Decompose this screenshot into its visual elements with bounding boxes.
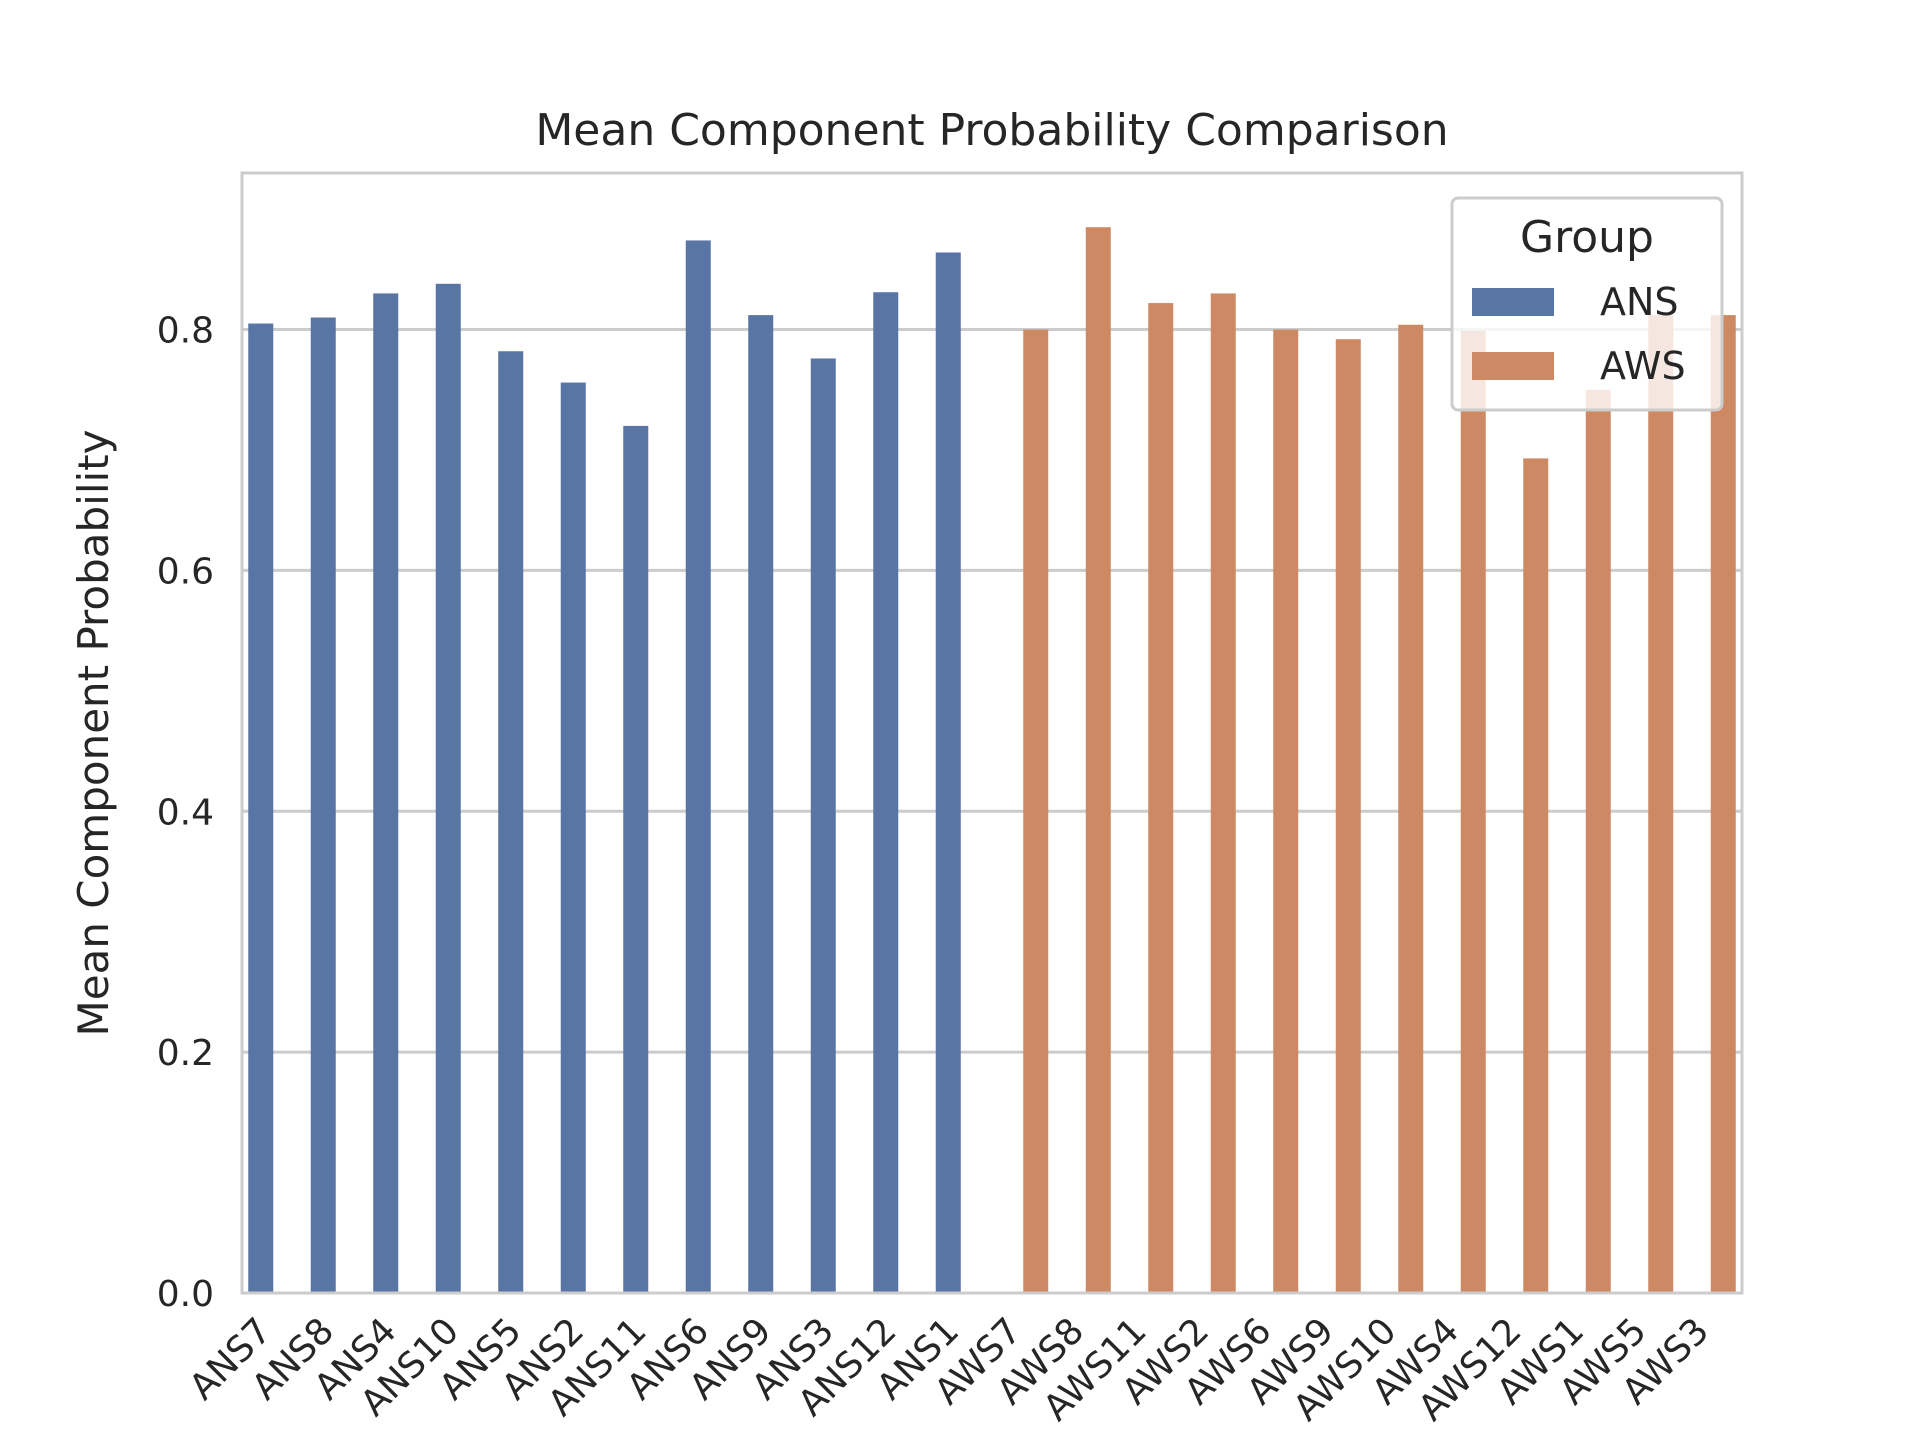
bar-ans10 bbox=[435, 283, 461, 1294]
y-tick-label: 0.0 bbox=[157, 1274, 214, 1315]
y-tick-label: 0.2 bbox=[157, 1033, 214, 1074]
chart-title: Mean Component Probability Comparison bbox=[535, 105, 1448, 156]
bar-aws1 bbox=[1585, 389, 1611, 1294]
gridlines bbox=[242, 328, 1742, 1054]
bar-ans1 bbox=[935, 252, 961, 1293]
legend-swatch-ans bbox=[1472, 288, 1554, 316]
bar-aws2 bbox=[1210, 293, 1236, 1293]
y-tick-label: 0.8 bbox=[157, 311, 214, 352]
bar-ans5 bbox=[498, 351, 524, 1293]
bar-ans7 bbox=[248, 323, 274, 1294]
legend-title: Group bbox=[1520, 212, 1654, 263]
bar-ans2 bbox=[560, 382, 586, 1293]
legend-swatch-aws bbox=[1472, 352, 1554, 380]
y-tick-label: 0.4 bbox=[157, 792, 214, 833]
bar-ans9 bbox=[748, 315, 774, 1293]
bar-ans6 bbox=[685, 240, 711, 1293]
bar-aws5 bbox=[1648, 315, 1674, 1293]
bar-aws10 bbox=[1398, 324, 1424, 1293]
legend: Group ANS AWS bbox=[1450, 196, 1724, 412]
bar-aws9 bbox=[1335, 339, 1361, 1293]
bar-ans8 bbox=[310, 317, 336, 1294]
bar-aws12 bbox=[1523, 458, 1549, 1294]
plot-frame bbox=[240, 171, 1744, 1295]
bar-aws8 bbox=[1085, 227, 1111, 1293]
legend-label-ans: ANS bbox=[1600, 280, 1679, 324]
y-axis-label: Mean Component Probability bbox=[69, 430, 118, 1037]
y-ticks: 0.0 0.2 0.4 0.6 0.8 bbox=[157, 311, 214, 1315]
bar-aws6 bbox=[1273, 329, 1299, 1293]
bar-aws3 bbox=[1710, 315, 1736, 1293]
bar-ans4 bbox=[373, 293, 399, 1293]
bars bbox=[248, 227, 1736, 1294]
bar-aws4 bbox=[1460, 330, 1486, 1293]
bar-ans12 bbox=[873, 292, 899, 1293]
bar-ans11 bbox=[623, 425, 649, 1294]
bar-aws11 bbox=[1148, 303, 1174, 1293]
legend-label-aws: AWS bbox=[1600, 344, 1686, 388]
x-ticks: ANS7ANS8ANS4ANS10ANS5ANS2ANS11ANS6ANS9AN… bbox=[182, 1310, 1717, 1429]
bar-aws7 bbox=[1023, 329, 1049, 1293]
y-tick-label: 0.6 bbox=[157, 551, 214, 592]
bar-ans3 bbox=[810, 358, 836, 1293]
